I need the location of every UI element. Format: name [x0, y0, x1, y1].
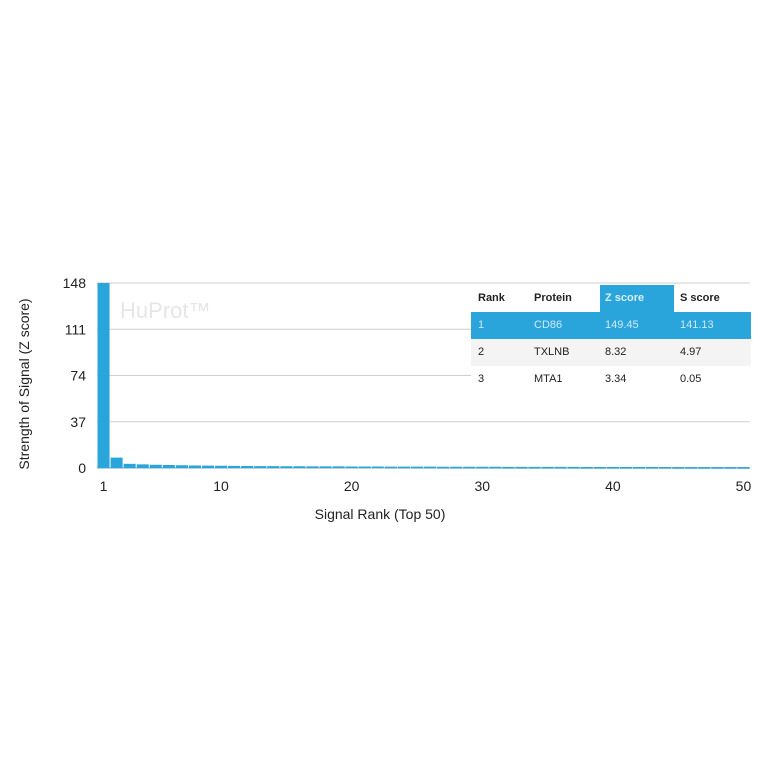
- cell-protein: CD86: [534, 319, 563, 331]
- bar-rank-6: [162, 465, 175, 468]
- cell-rank: 2: [478, 346, 485, 358]
- bar-rank-12: [241, 466, 254, 468]
- y-tick-label: 0: [78, 460, 86, 476]
- bar-rank-14: [267, 466, 280, 468]
- bar-rank-49: [724, 467, 737, 469]
- bar-rank-41: [619, 467, 632, 469]
- bar-rank-18: [319, 466, 332, 468]
- y-tick-label: 111: [65, 321, 86, 337]
- x-tick-label: 10: [213, 478, 229, 494]
- bar-rank-3: [123, 463, 136, 468]
- bar-rank-23: [384, 466, 397, 469]
- bar-rank-32: [502, 466, 515, 469]
- table-row: 2 TXLNB 8.32 4.97: [471, 339, 751, 366]
- cell-rank: 1: [478, 319, 485, 331]
- cell-z-score: 8.32: [605, 346, 627, 358]
- bar-rank-7: [175, 465, 188, 468]
- bar-rank-44: [659, 467, 672, 469]
- table-row: 3 MTA1 3.34 0.05: [471, 366, 751, 393]
- bar-rank-21: [358, 466, 371, 468]
- bar-rank-39: [593, 467, 606, 469]
- bar-rank-17: [306, 466, 319, 468]
- header-rank: Rank: [478, 292, 505, 304]
- bar-rank-47: [698, 467, 711, 469]
- cell-protein: MTA1: [534, 373, 563, 385]
- cell-s-score: 4.97: [680, 346, 702, 358]
- cell-rank: 3: [478, 373, 485, 385]
- bar-rank-22: [371, 466, 384, 468]
- x-tick-label: 30: [474, 478, 490, 494]
- bar-rank-33: [515, 466, 528, 469]
- bar-rank-4: [136, 464, 149, 468]
- top-hits-table: Rank Protein Z score S score 1 CD86 149.…: [471, 285, 751, 393]
- table-row: 1 CD86 149.45 141.13: [471, 312, 751, 339]
- y-tick-label: 74: [70, 368, 86, 384]
- bar-rank-29: [463, 466, 476, 469]
- bar-rank-36: [554, 466, 567, 469]
- bar-rank-50: [737, 467, 750, 469]
- bar-rank-35: [541, 466, 554, 469]
- bar-rank-40: [606, 467, 619, 469]
- bar-rank-48: [711, 467, 724, 469]
- bar-rank-34: [528, 466, 541, 469]
- bar-rank-2: [110, 457, 123, 468]
- header-protein: Protein: [534, 292, 572, 304]
- bar-rank-24: [397, 466, 410, 469]
- x-tick-label: 40: [605, 478, 621, 494]
- bar-rank-20: [345, 466, 358, 468]
- bar-rank-43: [646, 467, 659, 469]
- x-tick-label: 1: [100, 478, 108, 494]
- cell-protein: TXLNB: [534, 346, 570, 358]
- header-s-score: S score: [680, 292, 720, 304]
- bar-rank-45: [672, 467, 685, 469]
- bar-rank-9: [201, 465, 215, 468]
- bar-rank-27: [437, 466, 450, 469]
- y-tick-label: 37: [70, 414, 86, 430]
- bar-rank-42: [632, 467, 646, 469]
- bar-rank-5: [149, 464, 162, 468]
- watermark: HuProt™: [120, 298, 210, 323]
- bar-rank-10: [215, 465, 228, 468]
- bar-rank-11: [228, 465, 241, 468]
- bar-rank-16: [293, 466, 306, 468]
- y-axis-label: Strength of Signal (Z score): [16, 298, 32, 469]
- x-axis-label: Signal Rank (Top 50): [315, 506, 446, 522]
- bar-rank-31: [489, 466, 502, 469]
- bar-rank-46: [685, 467, 698, 469]
- header-z-score: Z score: [600, 285, 674, 312]
- bar-rank-15: [280, 466, 293, 468]
- bar-rank-38: [580, 467, 593, 469]
- bar-rank-1: [97, 283, 110, 468]
- y-tick-label: 148: [63, 275, 87, 291]
- x-tick-label: 20: [344, 478, 360, 494]
- bar-rank-8: [188, 465, 201, 468]
- table-header: Rank Protein Z score S score: [471, 285, 751, 312]
- bar-rank-13: [254, 466, 267, 468]
- cell-z-score: 149.45: [605, 319, 639, 331]
- bar-rank-25: [410, 466, 423, 469]
- bar-rank-30: [476, 466, 489, 469]
- bar-rank-28: [450, 466, 463, 469]
- cell-s-score: 141.13: [680, 319, 714, 331]
- bar-rank-37: [567, 466, 580, 469]
- cell-s-score: 0.05: [680, 373, 702, 385]
- bar-rank-26: [424, 466, 437, 469]
- x-tick-label: 50: [736, 478, 752, 494]
- cell-z-score: 3.34: [605, 373, 627, 385]
- bar-rank-19: [332, 466, 345, 468]
